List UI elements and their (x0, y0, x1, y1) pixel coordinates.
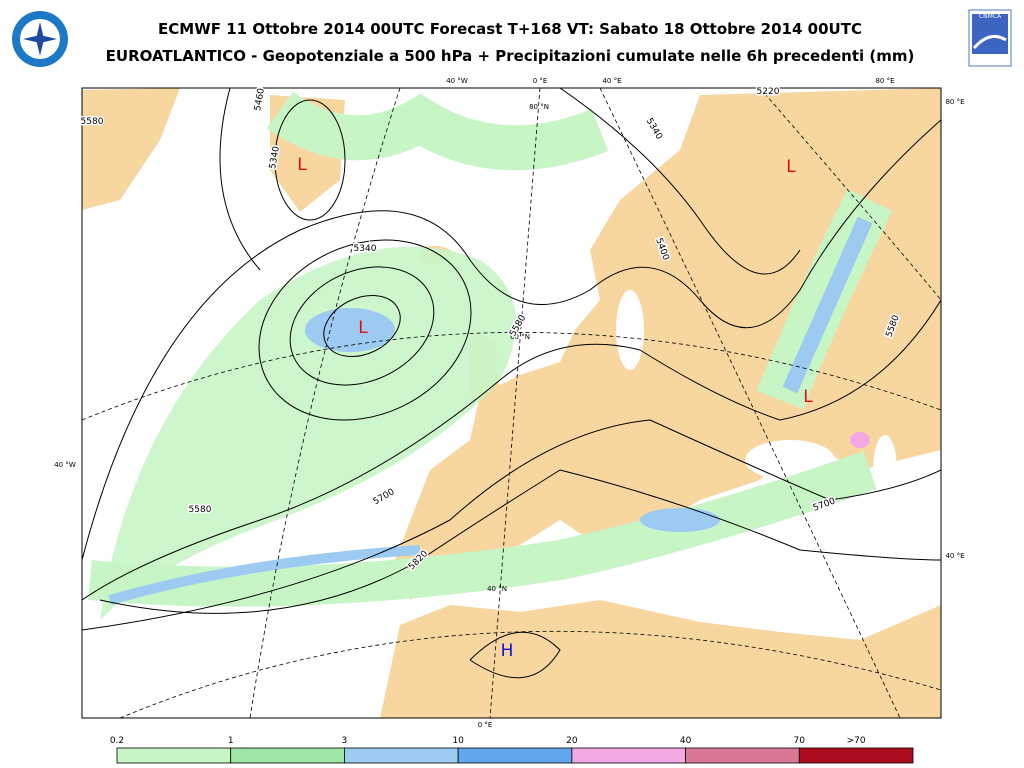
logo-right: CNMCA (968, 9, 1012, 67)
pressure-center: L (297, 155, 307, 175)
graticule-label: 80 °E (875, 77, 894, 85)
contours (82, 88, 941, 679)
logo-text: CNMCA (979, 13, 1002, 20)
land (395, 88, 941, 600)
legend-swatch (344, 747, 459, 764)
legend-swatch (798, 747, 914, 764)
land (380, 600, 941, 718)
map (81, 87, 942, 719)
pressure-center: H (501, 641, 514, 661)
sea (616, 290, 644, 370)
graticule-label: 80 °N (529, 103, 549, 111)
precip (305, 308, 395, 352)
precip (108, 545, 421, 605)
precip (782, 216, 873, 394)
precip (266, 91, 609, 171)
legend-label: 70 (794, 736, 806, 746)
map-frame (81, 87, 942, 719)
graticule-label: 40 °W (54, 461, 76, 469)
pressure-center: L (358, 318, 368, 338)
legend-swatch (685, 747, 800, 764)
graticule-label: 0 °E (533, 77, 548, 85)
legend-label: 10 (452, 736, 464, 746)
legend-swatch (571, 747, 686, 764)
precip (100, 246, 516, 620)
graticule-label: 80 °E (945, 98, 964, 106)
precip (850, 432, 870, 448)
legend-label: 3 (342, 736, 348, 746)
subtitle: EUROATLANTICO - Geopotenziale a 500 hPa … (106, 47, 915, 65)
land (82, 88, 180, 210)
graticule-label: 40 °N (487, 585, 507, 593)
legend-label: 0.2 (110, 736, 124, 746)
precip (640, 508, 720, 532)
legend-swatch (457, 747, 573, 764)
pressure-center: L (786, 157, 796, 177)
logo-left (12, 11, 68, 67)
contour-label: 5580 (189, 505, 212, 515)
sea (873, 435, 897, 505)
graticule-label: 40 °E (945, 552, 964, 560)
legend: 0.2 1 3 10 20 40 70 >70 (110, 736, 914, 764)
graticule-label: 40 °W (446, 77, 468, 85)
legend-swatch (230, 747, 345, 764)
pressure-center: L (803, 387, 813, 407)
legend-label: 40 (680, 736, 692, 746)
legend-label: 20 (566, 736, 578, 746)
legend-label: 1 (228, 736, 234, 746)
contour-label: 5580 (81, 117, 104, 127)
graticule (82, 88, 941, 718)
legend-swatch (116, 747, 232, 764)
graticule-label: 60 °N (510, 333, 530, 341)
contour-label: 5220 (757, 87, 780, 97)
contour-label: 5340 (354, 244, 377, 254)
title: ECMWF 11 Ottobre 2014 00UTC Forecast T+1… (158, 20, 862, 38)
graticule-label: 40 °E (602, 77, 621, 85)
graticule-label: 0 °E (478, 721, 493, 729)
precip (88, 451, 877, 607)
legend-label: >70 (847, 736, 866, 746)
